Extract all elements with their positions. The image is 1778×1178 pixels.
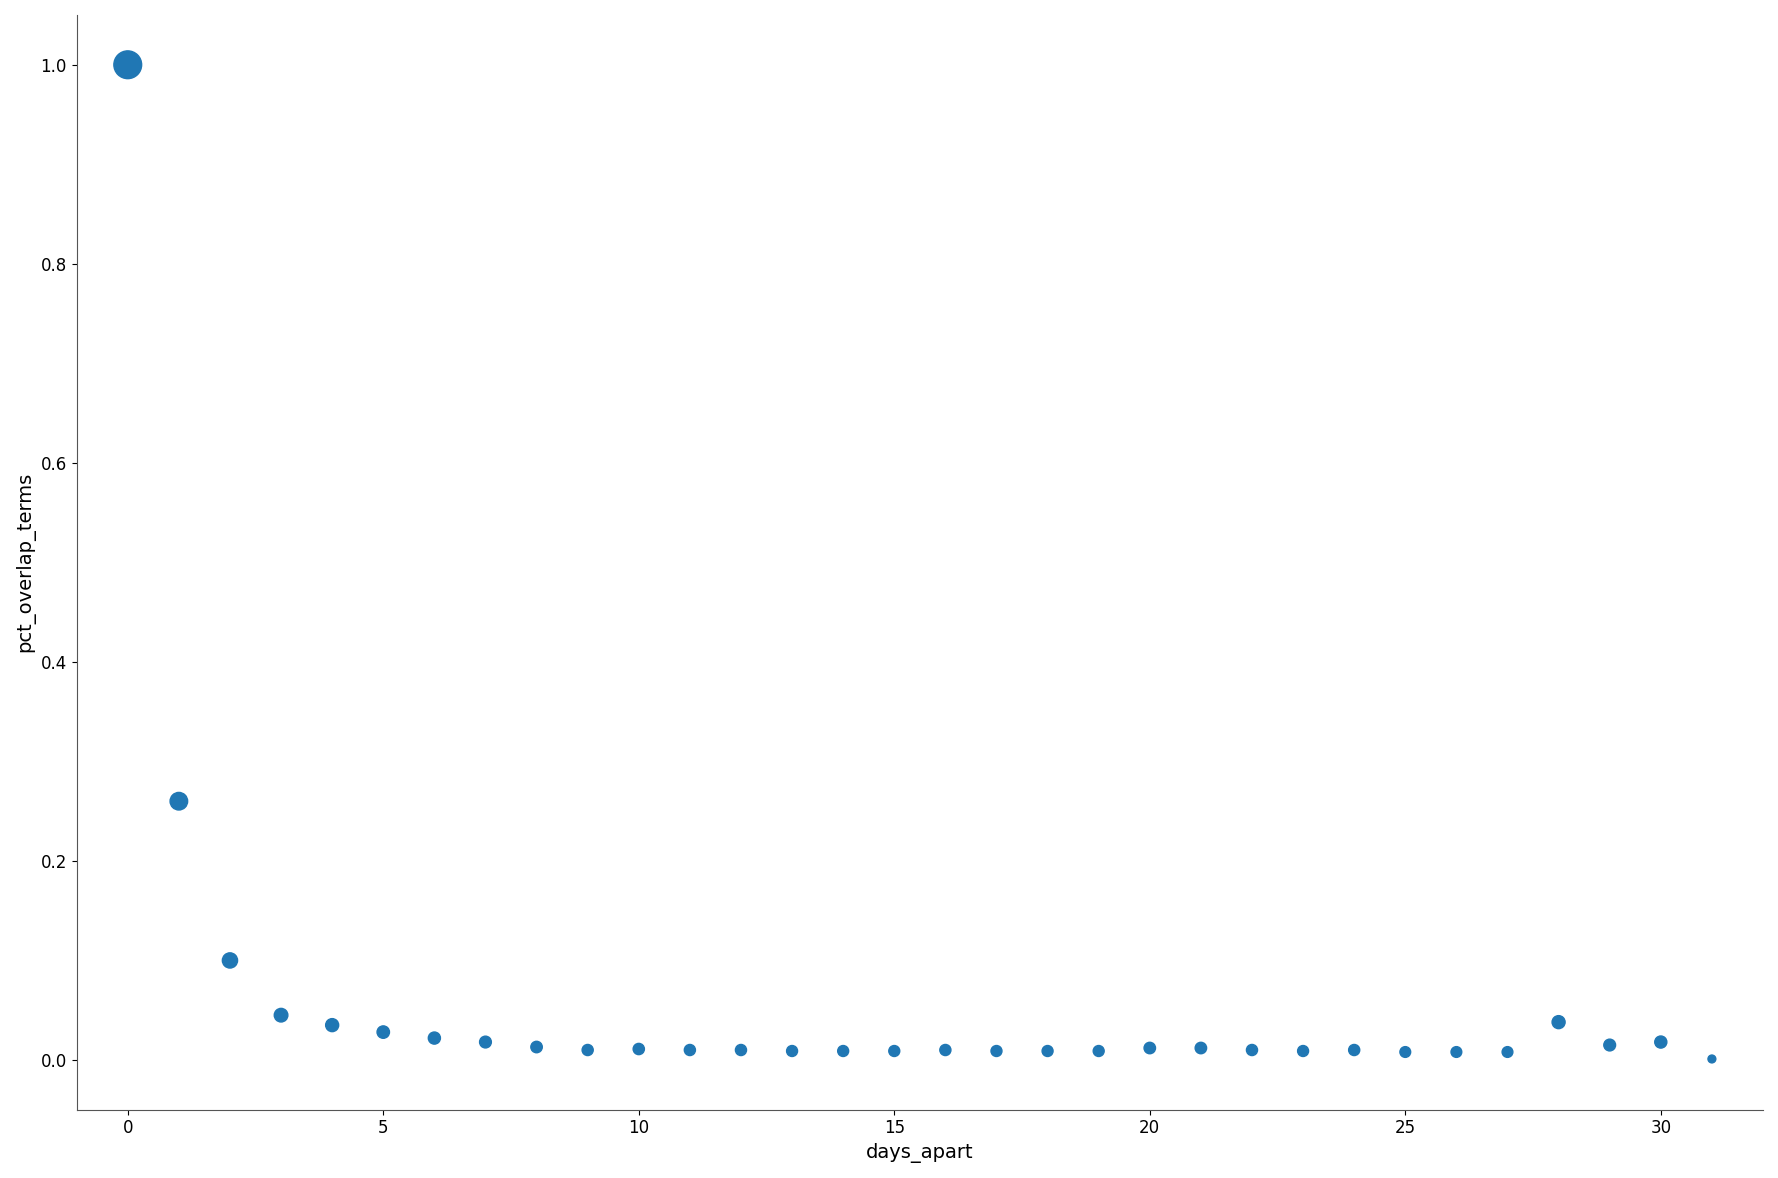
- Point: [114, 55, 142, 74]
- Point: [1289, 1041, 1317, 1060]
- Point: [1085, 1041, 1113, 1060]
- Point: [727, 1040, 756, 1059]
- Point: [1237, 1040, 1266, 1059]
- Point: [676, 1040, 704, 1059]
- Point: [1494, 1043, 1522, 1061]
- Point: [1595, 1035, 1623, 1054]
- Point: [523, 1038, 551, 1057]
- Point: [165, 792, 194, 810]
- Point: [880, 1041, 909, 1060]
- Point: [318, 1015, 347, 1034]
- Point: [370, 1023, 398, 1041]
- Point: [1033, 1041, 1061, 1060]
- Point: [624, 1040, 653, 1059]
- Point: [1390, 1043, 1419, 1061]
- Point: [1186, 1039, 1214, 1058]
- Point: [829, 1041, 857, 1060]
- Point: [777, 1041, 805, 1060]
- Point: [1646, 1033, 1675, 1052]
- Point: [471, 1033, 500, 1052]
- Point: [1698, 1050, 1726, 1068]
- Point: [1545, 1013, 1574, 1032]
- Point: [1136, 1039, 1165, 1058]
- Point: [267, 1006, 295, 1025]
- Point: [981, 1041, 1010, 1060]
- Y-axis label: pct_overlap_terms: pct_overlap_terms: [14, 472, 36, 653]
- Point: [215, 951, 244, 969]
- X-axis label: days_apart: days_apart: [866, 1143, 974, 1163]
- Point: [574, 1040, 603, 1059]
- Point: [1442, 1043, 1470, 1061]
- Point: [1341, 1040, 1369, 1059]
- Point: [420, 1028, 448, 1047]
- Point: [932, 1040, 960, 1059]
